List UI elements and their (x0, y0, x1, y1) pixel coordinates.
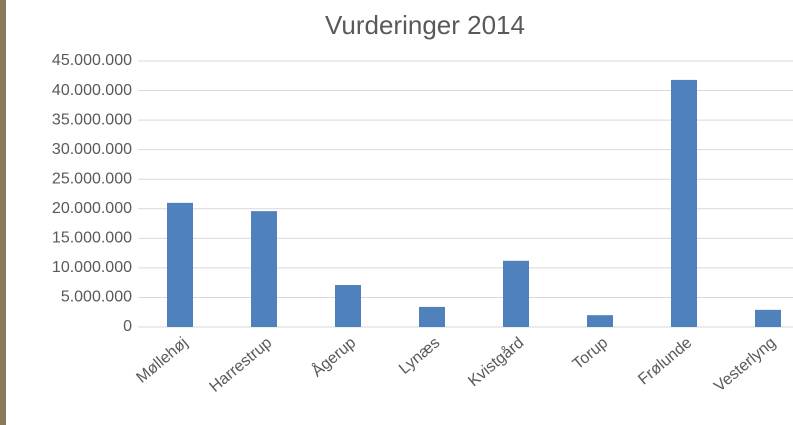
y-tick-label: 15.000.000 (52, 230, 132, 247)
x-tick-label: Frølunde (635, 334, 695, 388)
bar (251, 211, 277, 327)
bar (671, 80, 697, 327)
x-tick-label: Torup (570, 334, 612, 373)
x-tick-label: Kvistgård (465, 334, 528, 391)
bar (503, 261, 529, 327)
x-tick-label: Harrestrup (206, 334, 275, 396)
bar (335, 285, 361, 327)
chart: Vurderinger 2014 0 5.000.000 10.000.000 15.… (0, 0, 793, 425)
y-tick-label: 0 (123, 318, 132, 335)
x-tick-label: Møllehøj (133, 334, 191, 386)
page: Vurderinger 2014 0 5.000.000 10.000.000 15.… (0, 0, 793, 425)
background-strip (0, 0, 6, 425)
x-tick-label: Vesterlyng (711, 334, 779, 395)
chart-title: Vurderinger 2014 (325, 10, 525, 40)
bar (419, 307, 445, 327)
x-tick-label: Lynæs (396, 334, 443, 378)
y-tick-label: 30.000.000 (52, 141, 132, 158)
y-tick-label: 35.000.000 (52, 111, 132, 128)
y-tick-label: 25.000.000 (52, 170, 132, 187)
y-tick-label: 40.000.000 (52, 82, 132, 99)
y-tick-label: 5.000.000 (61, 289, 132, 306)
y-tick-label: 45.000.000 (52, 52, 132, 69)
bar (587, 315, 613, 327)
x-tick-label: Ågerup (308, 333, 360, 381)
bar (167, 203, 193, 327)
y-tick-label: 10.000.000 (52, 259, 132, 276)
bar (755, 310, 781, 327)
y-tick-label: 20.000.000 (52, 200, 132, 217)
